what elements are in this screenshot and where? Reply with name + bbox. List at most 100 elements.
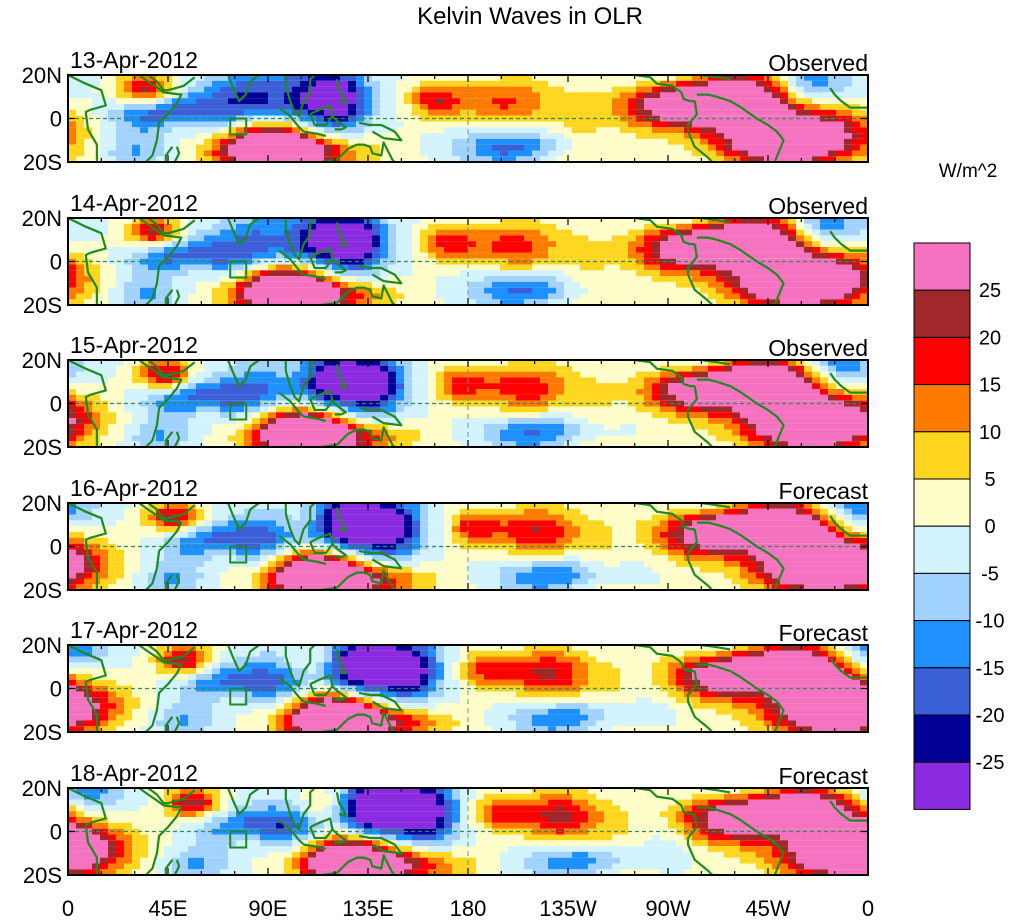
coastline (147, 75, 196, 92)
colorbar-label: 25 (979, 280, 1001, 302)
colorbar-label: 0 (984, 516, 995, 538)
colorbar-swatch (913, 667, 971, 716)
coastline (164, 431, 174, 447)
coastline (686, 813, 714, 875)
coastline (321, 854, 396, 875)
coastline (634, 75, 695, 103)
lat-tick-label: 20N (22, 348, 62, 373)
panel-date: 13-Apr-2012 (70, 47, 198, 73)
coastline (634, 218, 695, 246)
coastline (68, 75, 107, 162)
lat-tick-label: 0 (50, 535, 62, 560)
coastline (303, 700, 327, 707)
lat-tick-label: 20S (23, 435, 62, 460)
coastline (173, 574, 181, 590)
coastline (68, 645, 107, 732)
lat-tick-label: 20N (22, 776, 62, 801)
coastline (147, 360, 196, 377)
reference-box (229, 687, 248, 706)
lat-tick-label: 20S (23, 150, 62, 175)
coastline (321, 284, 396, 305)
colorbar-swatch (913, 336, 971, 386)
coastline (321, 426, 396, 447)
lat-tick-label: 20N (22, 491, 62, 516)
map-panel: 14-Apr-2012 Observed 20N 0 20S (22, 190, 869, 318)
lat-tick-label: 20S (23, 863, 62, 888)
coastline (173, 289, 181, 305)
coastline (68, 360, 107, 447)
coastline (335, 222, 347, 248)
coastline (173, 431, 181, 447)
lat-tick-label: 0 (50, 677, 62, 702)
lon-tick-label: 0 (862, 896, 874, 920)
coastline (321, 711, 396, 732)
coastline (358, 549, 403, 570)
coastline (226, 503, 260, 531)
coastline (173, 716, 181, 732)
coastline (278, 534, 305, 561)
coastline (331, 115, 347, 131)
coastline (331, 828, 347, 844)
lat-tick-label: 20S (23, 578, 62, 603)
colorbar-label: -5 (981, 563, 999, 585)
coastline (164, 716, 174, 732)
coastline (829, 800, 868, 822)
colorbar-swatch (913, 478, 971, 527)
colorbar: 25 20 15 10 5 0 -5 -10 -15 -20 -25 W/m^2 (913, 161, 1005, 810)
coastline (138, 503, 183, 590)
panel-date: 18-Apr-2012 (70, 760, 198, 786)
coastline (284, 218, 316, 261)
panel-date: 17-Apr-2012 (70, 617, 198, 643)
colorbar-label: 5 (984, 469, 995, 491)
lat-tick-label: 20N (22, 63, 62, 88)
lon-tick-label: 0 (62, 896, 74, 920)
coastline (335, 507, 347, 533)
longitude-axis: 0 45E 90E 135E 180 135W 90W 45W 0 (62, 896, 874, 920)
colorbar-label: -10 (976, 611, 1005, 633)
coastline (164, 289, 174, 305)
coastline (686, 670, 714, 732)
coastline (335, 364, 347, 390)
coastline (829, 515, 868, 537)
lon-tick-label: 45W (745, 896, 790, 920)
coastline (829, 87, 868, 109)
coastline (335, 79, 347, 105)
coastline (173, 859, 181, 875)
lon-tick-label: 135E (342, 896, 393, 920)
coastline (335, 792, 347, 818)
coastline (173, 146, 181, 162)
coastline (164, 146, 174, 162)
coastline (147, 218, 196, 235)
colorbar-swatch (913, 525, 971, 574)
coastline (284, 360, 316, 403)
coastline (226, 218, 260, 246)
coastline (68, 218, 107, 305)
colorbar-swatch (913, 572, 971, 622)
coastline (284, 645, 316, 688)
coastline (331, 258, 347, 274)
coastline (335, 649, 347, 675)
coastline (138, 788, 183, 875)
coastline (634, 503, 695, 531)
lon-tick-label: 135W (539, 896, 597, 920)
coastline (278, 676, 305, 703)
coastline (138, 645, 183, 732)
coastline (829, 230, 868, 252)
coastline (686, 528, 714, 590)
panel-status: Observed (768, 50, 868, 76)
lon-tick-label: 90W (645, 896, 690, 920)
coastline (686, 243, 714, 305)
lat-tick-label: 0 (50, 250, 62, 275)
coastline (138, 75, 183, 162)
coastline (278, 819, 305, 846)
coastline (303, 415, 327, 422)
coastline (226, 360, 260, 388)
colorbar-swatch (913, 761, 971, 810)
map-panel: 13-Apr-2012 Observed 20N 0 20S (22, 47, 869, 175)
coastline (68, 788, 107, 875)
map-panel: 16-Apr-2012 Forecast 20N 0 20S (22, 475, 869, 603)
colorbar-swatch (913, 714, 971, 763)
colorbar-swatch (913, 620, 971, 669)
lat-tick-label: 0 (50, 392, 62, 417)
